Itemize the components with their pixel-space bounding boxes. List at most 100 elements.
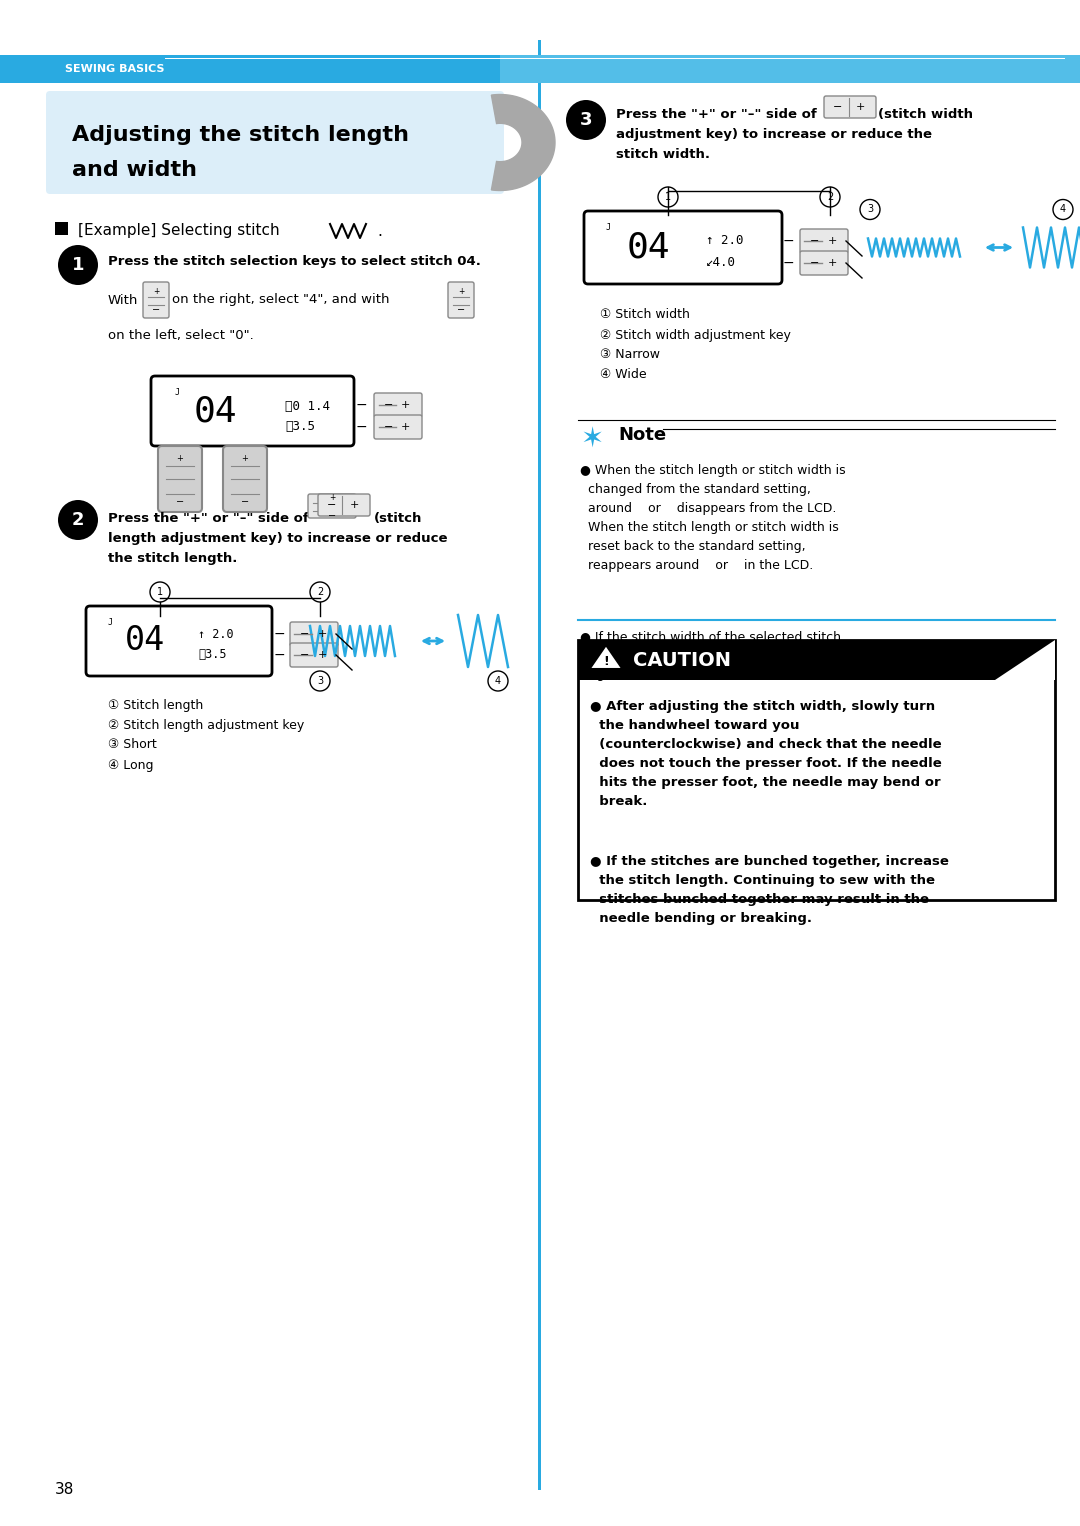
Text: 04: 04 — [125, 624, 165, 658]
Text: 1: 1 — [157, 588, 163, 597]
Text: Note: Note — [618, 426, 666, 444]
Text: !: ! — [603, 655, 609, 668]
FancyBboxPatch shape — [291, 623, 338, 645]
Text: SEWING BASICS: SEWING BASICS — [65, 64, 164, 73]
Text: 1: 1 — [665, 192, 671, 201]
Text: ① Stitch width: ① Stitch width — [600, 308, 690, 322]
Text: −: − — [810, 237, 820, 246]
Text: −: − — [241, 497, 249, 507]
Text: +: + — [458, 287, 464, 296]
FancyBboxPatch shape — [46, 92, 504, 194]
FancyBboxPatch shape — [158, 446, 202, 513]
Text: ② Stitch length adjustment key: ② Stitch length adjustment key — [108, 719, 305, 731]
Polygon shape — [590, 645, 622, 668]
Circle shape — [58, 501, 98, 540]
Text: ● If the stitch width of the selected stitch
  cannot be adjusted, "–. –" appear: ● If the stitch width of the selected st… — [580, 630, 845, 681]
FancyBboxPatch shape — [448, 282, 474, 317]
Bar — [500, 55, 1080, 82]
FancyBboxPatch shape — [151, 375, 354, 446]
Text: +: + — [176, 455, 184, 464]
Text: J: J — [108, 618, 112, 627]
Text: ④ Long: ④ Long — [108, 758, 153, 772]
Polygon shape — [491, 95, 555, 191]
Text: −: − — [152, 305, 160, 314]
Text: 1: 1 — [71, 256, 84, 275]
Circle shape — [58, 246, 98, 285]
Text: [Example] Selecting stitch: [Example] Selecting stitch — [78, 223, 280, 238]
Text: ③ Narrow: ③ Narrow — [600, 348, 660, 362]
Polygon shape — [995, 639, 1055, 681]
Text: length adjustment key) to increase or reduce: length adjustment key) to increase or re… — [108, 533, 447, 545]
Text: 3: 3 — [580, 111, 592, 130]
Text: +: + — [828, 237, 837, 246]
Text: CAUTION: CAUTION — [633, 650, 731, 670]
Text: (stitch width: (stitch width — [878, 108, 973, 121]
Text: −: − — [274, 649, 285, 662]
FancyBboxPatch shape — [800, 229, 848, 253]
Text: +: + — [349, 501, 359, 510]
Text: −: − — [384, 400, 393, 410]
FancyBboxPatch shape — [143, 282, 168, 317]
Text: ③ Short: ③ Short — [108, 739, 157, 751]
Circle shape — [566, 101, 606, 140]
Text: ② Stitch width adjustment key: ② Stitch width adjustment key — [600, 328, 791, 342]
Text: 04: 04 — [626, 230, 670, 264]
Text: Press the "+" or "–" side of: Press the "+" or "–" side of — [616, 108, 816, 121]
Text: on the left, select "0".: on the left, select "0". — [108, 328, 254, 342]
Text: −: − — [328, 511, 336, 520]
Text: ⑹3.5: ⑹3.5 — [198, 647, 227, 661]
Text: ↙4.0: ↙4.0 — [706, 256, 735, 270]
Text: ● After adjusting the stitch width, slowly turn
  the handwheel toward you
  (co: ● After adjusting the stitch width, slow… — [590, 700, 942, 807]
Text: −: − — [834, 102, 842, 111]
Bar — [538, 40, 541, 1489]
Text: 4: 4 — [1059, 204, 1066, 215]
Circle shape — [820, 188, 840, 208]
Text: ↑ 2.0: ↑ 2.0 — [706, 235, 743, 247]
Text: (stitch: (stitch — [374, 513, 422, 525]
Text: −: − — [783, 256, 795, 270]
Circle shape — [1053, 200, 1074, 220]
FancyBboxPatch shape — [291, 642, 338, 667]
Text: 4: 4 — [495, 676, 501, 687]
Text: −: − — [356, 398, 367, 412]
Text: −: − — [783, 233, 795, 249]
Text: ⑨0 1.4: ⑨0 1.4 — [285, 400, 330, 412]
Text: −: − — [356, 420, 367, 433]
Text: −: − — [300, 650, 309, 661]
Circle shape — [658, 188, 678, 208]
Text: +: + — [318, 629, 327, 639]
Bar — [578, 639, 1055, 900]
Text: ● When the stitch length or stitch width is
  changed from the standard setting,: ● When the stitch length or stitch width… — [580, 464, 846, 572]
Bar — [578, 639, 1055, 681]
FancyBboxPatch shape — [374, 415, 422, 439]
Text: 2: 2 — [827, 192, 833, 201]
Text: −: − — [176, 497, 184, 507]
Bar — [0, 55, 1080, 82]
Text: 3: 3 — [316, 676, 323, 687]
Text: 3: 3 — [867, 204, 873, 215]
Text: stitch width.: stitch width. — [616, 148, 710, 162]
FancyBboxPatch shape — [222, 446, 267, 513]
FancyBboxPatch shape — [584, 211, 782, 284]
Text: Press the stitch selection keys to select stitch 04.: Press the stitch selection keys to selec… — [108, 255, 481, 267]
Text: Adjusting the stitch length: Adjusting the stitch length — [72, 125, 409, 145]
Text: on the right, select "4", and with: on the right, select "4", and with — [172, 293, 390, 307]
Circle shape — [310, 581, 330, 601]
Text: 38: 38 — [55, 1482, 75, 1497]
Text: adjustment key) to increase or reduce the: adjustment key) to increase or reduce th… — [616, 128, 932, 140]
Text: +: + — [401, 423, 410, 432]
Text: ④ Wide: ④ Wide — [600, 368, 647, 382]
Bar — [55, 221, 68, 235]
Text: J: J — [606, 223, 610, 232]
FancyBboxPatch shape — [824, 96, 876, 118]
Text: 2: 2 — [71, 511, 84, 530]
Text: −: − — [810, 258, 820, 269]
Text: ✶: ✶ — [580, 426, 604, 455]
Text: 2: 2 — [316, 588, 323, 597]
Text: +: + — [401, 400, 410, 410]
Text: +: + — [855, 102, 865, 111]
Text: .: . — [377, 223, 382, 238]
Text: −: − — [300, 629, 309, 639]
FancyBboxPatch shape — [374, 394, 422, 417]
Circle shape — [150, 581, 170, 601]
